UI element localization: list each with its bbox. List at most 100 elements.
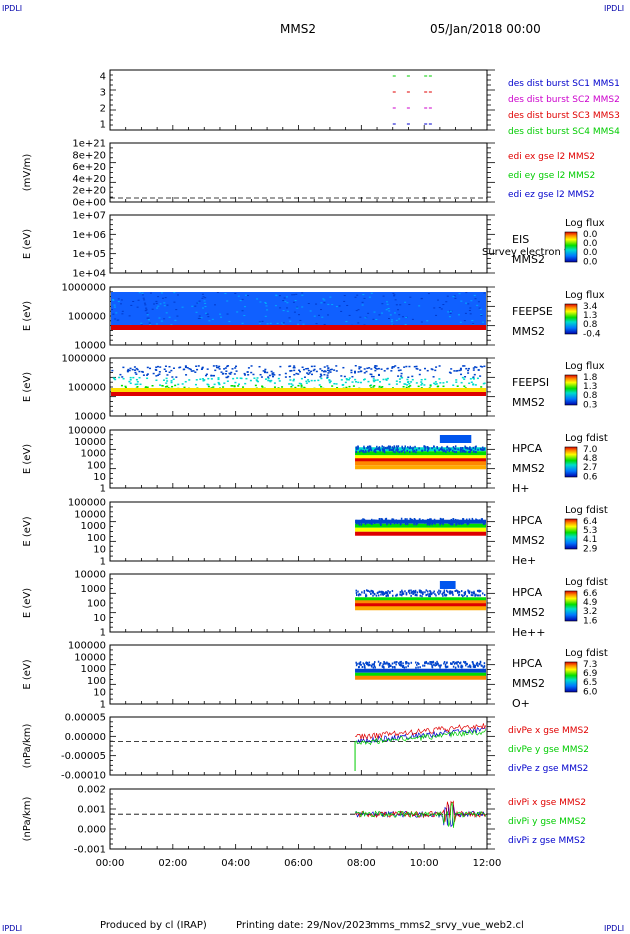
heatmap-cell bbox=[359, 316, 362, 318]
heatmap-cell bbox=[448, 316, 451, 318]
heatmap-cell bbox=[330, 368, 333, 371]
heatmap-cell bbox=[418, 590, 421, 593]
heatmap-cell bbox=[366, 367, 369, 370]
heatmap-cell bbox=[422, 664, 424, 667]
heatmap-cell bbox=[374, 451, 377, 454]
heatmap-cell bbox=[400, 372, 403, 375]
heatmap-cell bbox=[212, 365, 215, 367]
y-tick-label: 0.00000 bbox=[65, 732, 106, 743]
heatmap-cell bbox=[371, 590, 374, 593]
series-line bbox=[354, 729, 487, 746]
heatmap-cell bbox=[403, 447, 406, 450]
heatmap-cell bbox=[462, 365, 465, 367]
heatmap-cell bbox=[218, 368, 221, 370]
heatmap-cell bbox=[375, 519, 377, 522]
heatmap-cell bbox=[458, 591, 461, 594]
heatmap-cell bbox=[277, 387, 280, 389]
heatmap-cell bbox=[433, 382, 436, 385]
colorbar-title: Log fdist bbox=[565, 577, 608, 588]
heatmap-cell bbox=[426, 523, 429, 526]
heatmap-cell bbox=[406, 378, 409, 381]
heatmap-cell bbox=[441, 521, 443, 524]
heatmap-cell bbox=[158, 317, 161, 319]
heatmap-cell bbox=[230, 385, 233, 387]
heatmap-cell bbox=[374, 666, 376, 669]
y-tick-label: 10000 bbox=[74, 570, 106, 581]
heatmap-cell bbox=[476, 377, 479, 380]
heatmap-cell bbox=[111, 369, 114, 372]
heatmap-cell bbox=[471, 591, 473, 594]
heatmap-cell bbox=[457, 661, 459, 664]
heatmap-cell bbox=[227, 365, 230, 367]
heatmap-cell bbox=[370, 589, 373, 592]
panel-right-label: HPCA bbox=[512, 586, 543, 599]
heatmap-cell bbox=[227, 375, 230, 378]
heatmap-cell bbox=[351, 375, 354, 378]
heatmap-cell bbox=[161, 384, 164, 387]
colorbar-tick: 0.0 bbox=[583, 239, 598, 249]
heatmap-cell bbox=[205, 374, 208, 377]
heatmap-cell bbox=[246, 294, 249, 296]
heatmap-cell bbox=[168, 316, 171, 318]
heatmap-cell bbox=[406, 449, 409, 452]
y-axis-label: (nPa/km) bbox=[22, 724, 33, 769]
heatmap-cell bbox=[243, 306, 246, 308]
heatmap-cell bbox=[230, 371, 233, 374]
heatmap-cell bbox=[170, 324, 173, 326]
heatmap-cell bbox=[401, 445, 403, 448]
heatmap-cell bbox=[465, 292, 468, 294]
heatmap-cell bbox=[328, 381, 331, 384]
heatmap-cell bbox=[477, 594, 480, 597]
heatmap-cell bbox=[296, 307, 299, 309]
heatmap-band bbox=[355, 606, 486, 611]
heatmap-cell bbox=[133, 369, 136, 371]
heatmap-cell bbox=[364, 520, 366, 523]
heatmap-cell bbox=[259, 301, 262, 303]
heatmap-cell bbox=[474, 665, 476, 668]
heatmap-cell bbox=[439, 590, 442, 593]
heatmap-cell bbox=[149, 292, 152, 294]
heatmap-cell bbox=[358, 367, 361, 370]
heatmap-cell bbox=[479, 590, 482, 593]
heatmap-cell bbox=[464, 662, 466, 665]
heatmap-cell bbox=[462, 595, 464, 598]
y-tick-label: 1 bbox=[100, 628, 106, 639]
heatmap-band bbox=[111, 388, 486, 392]
y-axis-label: E (eV) bbox=[22, 444, 33, 474]
heatmap-cell bbox=[237, 385, 240, 387]
heatmap-cell bbox=[115, 312, 118, 314]
heatmap-cell bbox=[138, 292, 141, 294]
heatmap-cell bbox=[406, 523, 409, 526]
heatmap-cell bbox=[423, 384, 426, 386]
heatmap-band bbox=[355, 465, 486, 470]
colorbar bbox=[564, 303, 578, 335]
heatmap-cell bbox=[430, 518, 432, 521]
heatmap-cell bbox=[396, 520, 398, 523]
heatmap-cell bbox=[433, 518, 436, 521]
heatmap-cell bbox=[475, 366, 478, 369]
heatmap-cell bbox=[393, 445, 395, 448]
heatmap-cell bbox=[472, 367, 475, 369]
heatmap-cell bbox=[396, 661, 398, 664]
heatmap-cell bbox=[412, 450, 414, 453]
heatmap-cell bbox=[402, 592, 404, 595]
heatmap-cell bbox=[195, 365, 198, 367]
heatmap-band bbox=[355, 451, 486, 456]
heatmap-cell bbox=[424, 661, 426, 664]
heatmap-cell bbox=[381, 665, 384, 668]
heatmap-cell bbox=[159, 384, 162, 386]
heatmap-cell bbox=[413, 591, 415, 594]
heatmap-cell bbox=[206, 368, 209, 370]
heatmap-cell bbox=[458, 593, 461, 596]
heatmap-cell bbox=[319, 368, 322, 370]
heatmap-cell bbox=[477, 301, 480, 303]
heatmap-cell bbox=[419, 594, 422, 597]
heatmap-cell bbox=[431, 447, 433, 450]
heatmap-cell bbox=[241, 298, 244, 300]
heatmap-cell bbox=[439, 666, 441, 669]
heatmap-cell bbox=[129, 367, 132, 370]
heatmap-cell bbox=[307, 373, 310, 375]
heatmap-cell bbox=[137, 299, 140, 301]
heatmap-cell bbox=[355, 447, 358, 450]
heatmap-cell bbox=[211, 318, 214, 320]
